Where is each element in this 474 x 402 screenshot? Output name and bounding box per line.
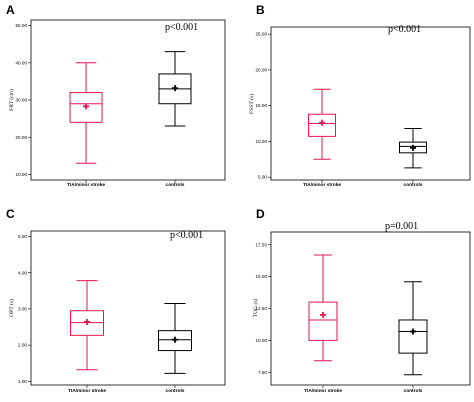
mean-marker [410,328,416,335]
x-category-label: controls [404,388,423,394]
y-tick-label: 20.00 [256,67,268,72]
y-tick-label: 25.00 [256,32,268,37]
y-tick-label: 30.00 [16,98,28,103]
y-tick-label: 15.00 [256,274,268,279]
x-category-label: controls [404,182,423,188]
mean-marker [319,119,325,126]
x-category-label: TIA/minor stroke [303,182,341,188]
p-value-annotation: p<0.001 [170,230,203,241]
y-tick-label: 12.50 [256,306,268,311]
x-category-label: controls [166,388,185,394]
x-category-label: TIA/minor stroke [68,388,106,394]
y-tick-label: 17.50 [256,242,268,247]
panel-letter: B [256,3,265,17]
chart-panel-b: B 5.00 10.00 15.00 20.00 25.00 FSST (s) p<0.001… [248,3,471,188]
y-axis-label: TUG (s) [252,298,259,317]
x-category-label: controls [166,182,185,188]
y-tick-label: 20.00 [16,135,28,140]
mean-marker [410,144,416,151]
mean-marker [320,311,326,318]
y-tick-label: 15.00 [256,103,268,108]
p-value-annotation: p<0.001 [388,24,421,35]
chart-panel-a: A 10.00 20.00 30.00 40.00 50.00 FRT (cm) p<0.00… [6,3,226,188]
panel-letter: A [6,3,15,17]
y-tick-label: 4.00 [18,270,27,275]
panel-letter: C [6,207,15,221]
y-tick-label: 50.00 [16,23,28,28]
iqr-box [308,301,338,341]
iqr-box [398,319,428,354]
y-tick-label: 10.00 [256,338,268,343]
y-axis-label: FRT (cm) [8,89,15,111]
y-tick-label: 1.00 [18,379,27,384]
chart-panel-c: C 1.00 2.00 3.00 4.00 5.00 OPT (s) p<0.001 TIA/m… [6,207,226,394]
y-tick-label: 5.00 [258,175,267,180]
mean-marker [83,103,89,110]
mean-marker [172,85,178,92]
plot-frame [270,26,471,181]
plot-frame [30,19,226,181]
x-category-label: TIA/minor stroke [67,182,105,188]
x-category-label: TIA/minor stroke [304,388,342,394]
y-axis-label: FSST (s) [248,94,255,114]
plot-frame [30,230,226,386]
p-value-annotation: p<0.001 [165,22,198,33]
chart-panel-d: D 7.50 10.00 12.50 15.00 17.50 TUG (s) p=0.001 T… [252,207,471,394]
panel-letter: D [256,207,265,221]
y-tick-label: 3.00 [18,307,27,312]
y-tick-label: 10.00 [256,139,268,144]
y-tick-label: 40.00 [16,60,28,65]
y-tick-label: 2.00 [18,343,27,348]
mean-marker [172,336,178,343]
p-value-annotation: p=0.001 [385,221,418,232]
y-tick-label: 7.50 [258,370,267,375]
plot-frame [270,231,471,386]
y-tick-label: 5.00 [18,234,27,239]
mean-marker [84,318,90,325]
y-tick-label: 10.00 [16,172,28,177]
y-axis-label: OPT (s) [8,299,15,317]
